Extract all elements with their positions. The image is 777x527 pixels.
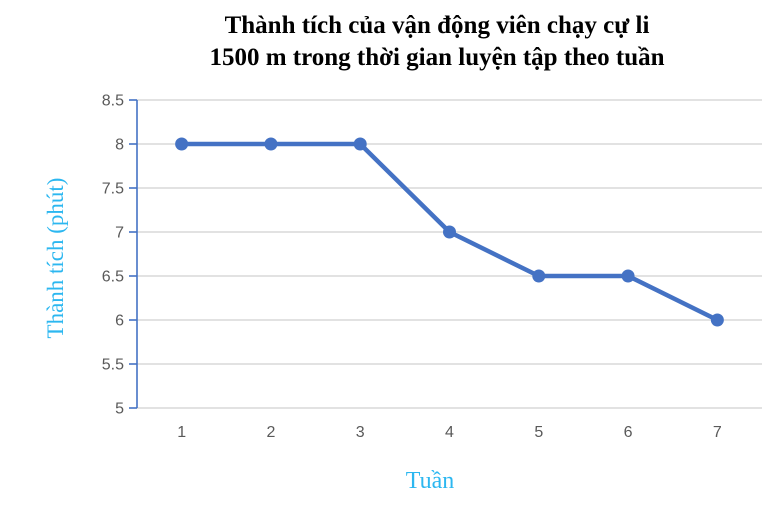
y-tick-label: 8.5 bbox=[102, 93, 124, 110]
data-point bbox=[710, 313, 724, 327]
chart-title: Thành tích của vận động viên chạy cự li … bbox=[97, 10, 777, 74]
chart-title-line2: 1500 m trong thời gian luyện tập theo tu… bbox=[209, 44, 665, 71]
data-point bbox=[175, 137, 189, 151]
data-point bbox=[532, 269, 546, 283]
chart-title-line1: Thành tích của vận động viên chạy cự li bbox=[224, 12, 650, 39]
x-tick-label: 2 bbox=[266, 424, 275, 441]
data-point bbox=[443, 225, 456, 239]
y-tick-label: 7.5 bbox=[102, 181, 124, 198]
x-tick-label: 4 bbox=[445, 424, 454, 441]
x-tick-label: 7 bbox=[713, 424, 722, 441]
y-tick-label: 8 bbox=[115, 137, 124, 154]
y-tick-label: 6 bbox=[115, 313, 124, 330]
x-tick-label: 1 bbox=[177, 424, 186, 441]
data-point bbox=[621, 269, 635, 283]
y-tick-label: 5.5 bbox=[102, 357, 124, 374]
x-tick-label: 6 bbox=[624, 424, 633, 441]
data-point bbox=[264, 137, 278, 151]
y-axis-title: Thành tích (phút) bbox=[43, 177, 68, 339]
y-tick-label: 7 bbox=[115, 225, 124, 242]
data-point bbox=[353, 137, 367, 151]
y-tick-label: 5 bbox=[115, 401, 124, 418]
x-tick-label: 5 bbox=[534, 424, 543, 441]
x-tick-label: 3 bbox=[356, 424, 365, 441]
x-axis-title: Tuần bbox=[405, 468, 455, 494]
y-tick-label: 6.5 bbox=[102, 269, 124, 286]
